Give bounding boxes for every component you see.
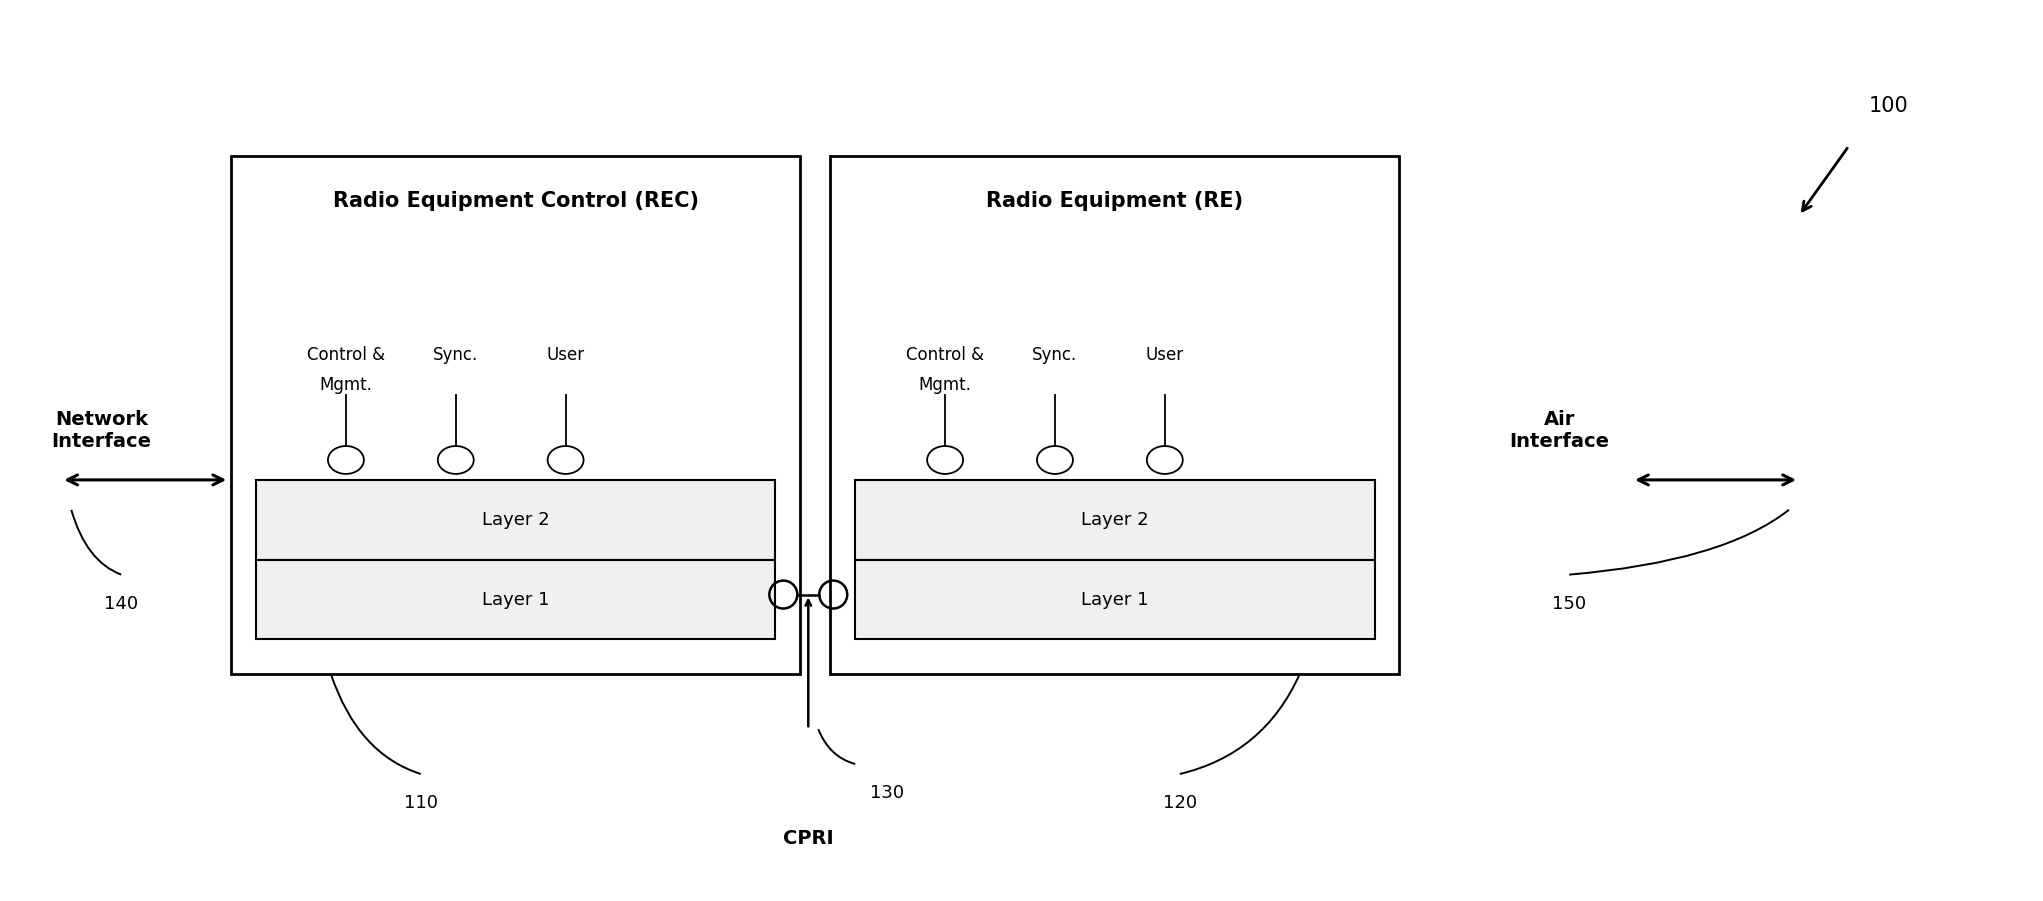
Text: User: User <box>1146 346 1183 364</box>
Text: 100: 100 <box>1869 96 1908 116</box>
Bar <box>856 560 1375 640</box>
Text: 120: 120 <box>1162 794 1197 812</box>
Text: Network
Interface: Network Interface <box>51 410 151 450</box>
Text: 130: 130 <box>870 784 905 802</box>
Text: User: User <box>548 346 584 364</box>
Text: Sync.: Sync. <box>1032 346 1077 364</box>
Ellipse shape <box>437 446 474 474</box>
Text: 110: 110 <box>405 794 437 812</box>
Ellipse shape <box>928 446 962 474</box>
Text: Sync.: Sync. <box>433 346 478 364</box>
Text: Layer 2: Layer 2 <box>482 511 550 529</box>
Ellipse shape <box>548 446 584 474</box>
Text: 150: 150 <box>1553 595 1585 613</box>
Bar <box>255 480 776 560</box>
Text: Control &: Control & <box>907 346 985 364</box>
Text: 140: 140 <box>104 595 139 613</box>
Text: Mgmt.: Mgmt. <box>919 377 972 395</box>
Text: Air
Interface: Air Interface <box>1510 410 1610 450</box>
Bar <box>231 156 801 674</box>
Bar <box>829 156 1399 674</box>
Ellipse shape <box>1038 446 1073 474</box>
Bar <box>856 480 1375 560</box>
Text: Mgmt.: Mgmt. <box>319 377 372 395</box>
Text: Control &: Control & <box>306 346 384 364</box>
Text: Layer 1: Layer 1 <box>482 590 550 608</box>
Ellipse shape <box>1146 446 1183 474</box>
Text: Radio Equipment (RE): Radio Equipment (RE) <box>987 191 1244 211</box>
Text: Layer 2: Layer 2 <box>1081 511 1148 529</box>
Ellipse shape <box>329 446 364 474</box>
Text: CPRI: CPRI <box>782 829 834 849</box>
Text: Layer 1: Layer 1 <box>1081 590 1148 608</box>
Text: Radio Equipment Control (REC): Radio Equipment Control (REC) <box>333 191 699 211</box>
Bar <box>255 560 776 640</box>
